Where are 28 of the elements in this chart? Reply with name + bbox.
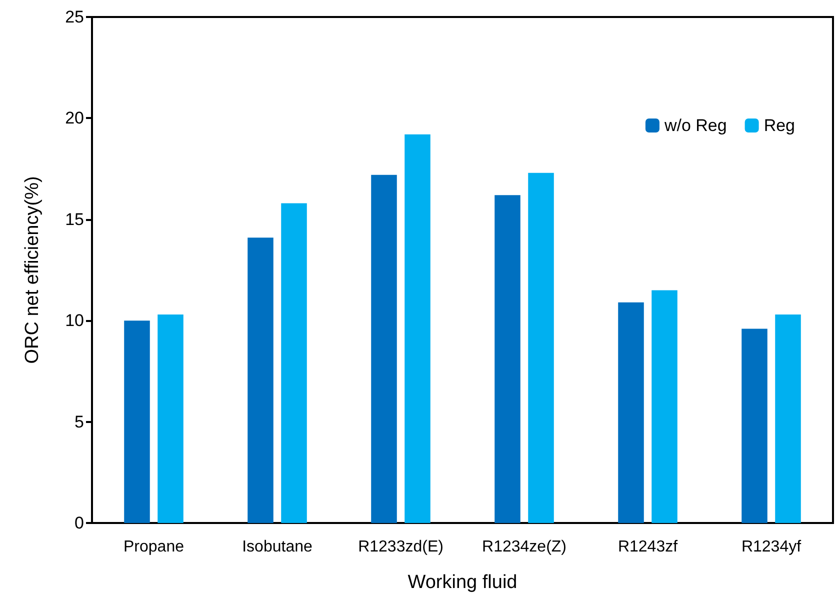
bar [281,203,307,523]
bar [404,134,430,523]
bar [124,320,150,523]
x-tick-label: Propane [124,538,184,556]
bar [158,314,184,523]
x-tick-label: Isobutane [242,538,312,556]
y-tick-label: 10 [65,311,84,330]
legend-label: Reg [764,116,795,135]
x-axis-title: Working fluid [408,572,518,593]
bar [494,195,520,523]
x-tick-label: R1234yf [741,538,802,556]
bar [618,302,644,523]
bar [371,174,397,523]
bar [775,314,801,523]
legend-label: w/o Reg [663,116,727,135]
x-tick-label: R1233zd(E) [358,538,444,556]
bar [528,172,554,523]
y-tick-label: 0 [74,514,84,532]
bar [652,290,678,523]
y-axis-title: ORC net efficiency(%) [22,176,43,364]
bar [248,238,274,523]
y-tick-label: 20 [65,108,84,128]
x-tick-label: R1243zf [618,538,678,556]
y-tick-label: 5 [74,412,84,432]
x-tick-label: R1234ze(Z) [482,538,566,556]
bar [742,328,768,523]
y-tick-label: 15 [65,210,84,229]
y-tick-label: 25 [65,8,84,26]
